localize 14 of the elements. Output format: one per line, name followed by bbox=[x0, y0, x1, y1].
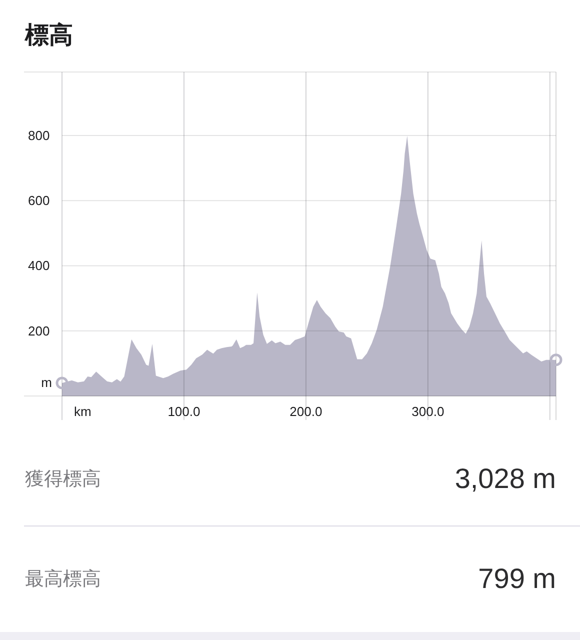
y-tick-label: 400 bbox=[28, 258, 50, 274]
chart-title: 標高 bbox=[24, 21, 73, 49]
x-tick-label: 100.0 bbox=[168, 404, 200, 419]
y-tick-label: 800 bbox=[28, 128, 50, 143]
text: 3,028 m bbox=[454, 463, 556, 494]
y-tick-label: 600 bbox=[28, 193, 50, 208]
text: 799 m bbox=[478, 563, 556, 594]
y-tick-label: 200 bbox=[28, 323, 50, 338]
x-tick-label: 200.0 bbox=[290, 404, 322, 419]
text: 獲得標高 bbox=[25, 468, 101, 490]
x-tick-label: 300.0 bbox=[412, 404, 444, 419]
y-axis-title: m bbox=[41, 375, 52, 390]
x-axis-title: km bbox=[74, 404, 92, 419]
text: 最高標高 bbox=[25, 568, 101, 590]
